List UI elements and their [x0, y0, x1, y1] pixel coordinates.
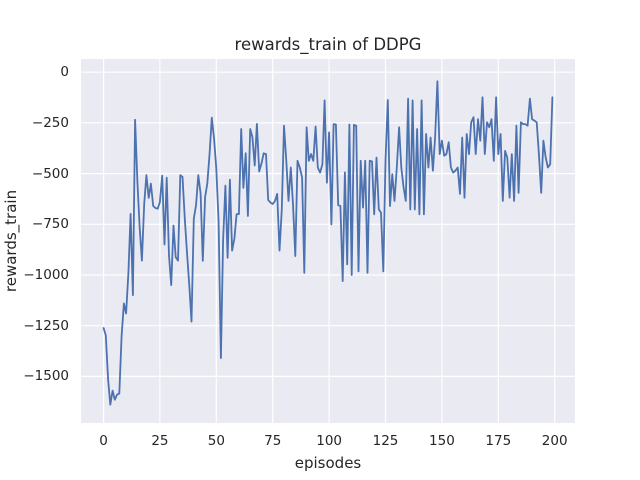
x-tick-label: 200 [541, 433, 568, 449]
x-axis-label: episodes [294, 454, 362, 472]
y-tick-label: −250 [31, 114, 69, 131]
x-tick-label: 50 [207, 433, 225, 449]
y-tick-label: −750 [31, 216, 69, 233]
y-tick-label: −1500 [23, 368, 69, 385]
x-tick-label: 25 [151, 433, 169, 449]
y-tick-label: −500 [31, 165, 69, 182]
x-tick-label: 75 [264, 433, 282, 449]
reward-line [102, 80, 554, 406]
x-tick-label: 175 [485, 433, 512, 449]
x-tick-label: 125 [372, 433, 399, 449]
plot-area [81, 59, 575, 423]
x-tick-label: 100 [316, 433, 343, 449]
y-tick-label: −1250 [23, 317, 69, 334]
y-tick-label: −1000 [23, 266, 69, 283]
line-chart [81, 59, 575, 423]
x-tick-label: 150 [429, 433, 455, 449]
y-tick-label: 0 [60, 64, 69, 81]
y-axis-label: rewards_train [2, 189, 20, 293]
plot-background [81, 59, 575, 423]
x-tick-label: 0 [99, 433, 108, 449]
chart-title: rewards_train of DDPG [234, 35, 422, 54]
